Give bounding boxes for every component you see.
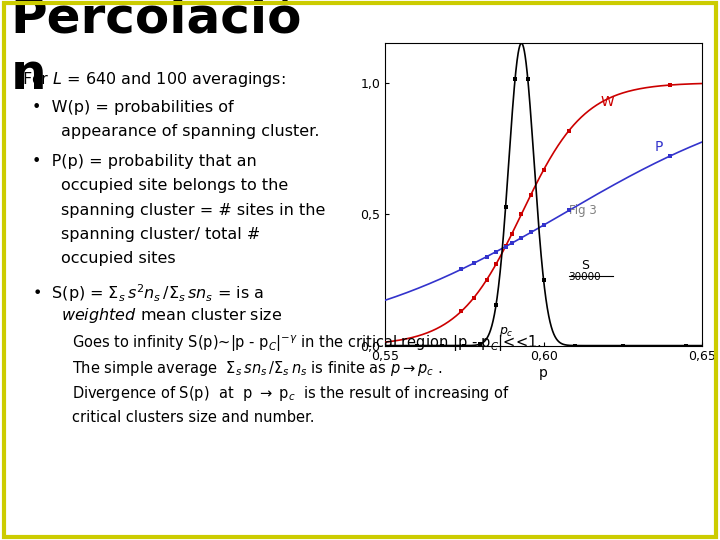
- Text: critical clusters size and number.: critical clusters size and number.: [72, 410, 315, 425]
- Text: $p_c$: $p_c$: [499, 325, 514, 339]
- Text: 30000: 30000: [569, 272, 601, 282]
- Text: •  W(p) = probabilities of: • W(p) = probabilities of: [32, 100, 234, 115]
- Text: n: n: [11, 51, 46, 99]
- Text: Divergence of S(p)  at  p $\rightarrow$ p$_c$  is the result of increasing of: Divergence of S(p) at p $\rightarrow$ p$…: [72, 384, 510, 403]
- Text: W: W: [600, 95, 614, 109]
- Text: spanning cluster/ total #: spanning cluster/ total #: [61, 227, 261, 242]
- Text: occupied sites: occupied sites: [61, 251, 176, 266]
- Text: $\mathit{weighted}$ mean cluster size: $\mathit{weighted}$ mean cluster size: [61, 306, 282, 325]
- Text: P: P: [654, 140, 663, 154]
- Text: •  S(p) = $\Sigma_s\, s^2n_s\,/\Sigma_s\, sn_s$ = is a: • S(p) = $\Sigma_s\, s^2n_s\,/\Sigma_s\,…: [32, 282, 264, 303]
- Text: For $L$ = 640 and 100 averagings:: For $L$ = 640 and 100 averagings:: [22, 70, 285, 89]
- Text: Fig 3: Fig 3: [569, 204, 597, 217]
- Text: •  P(p) = probability that an: • P(p) = probability that an: [32, 154, 257, 169]
- Text: occupied site belongs to the: occupied site belongs to the: [61, 178, 289, 193]
- Text: Percolació: Percolació: [11, 0, 302, 43]
- Text: spanning cluster = # sites in the: spanning cluster = # sites in the: [61, 202, 325, 218]
- Text: appearance of spanning cluster.: appearance of spanning cluster.: [61, 124, 320, 139]
- Text: The simple average  $\Sigma_s\, sn_s\,/\Sigma_s\, n_s$ is finite as $p \rightarr: The simple average $\Sigma_s\, sn_s\,/\S…: [72, 359, 443, 378]
- Text: Goes to infinity S(p)~|p - p$_C$|$^{-\gamma}$ in the critical region |p - p$_C$|: Goes to infinity S(p)~|p - p$_C$|$^{-\ga…: [72, 334, 542, 354]
- Text: S: S: [581, 259, 589, 272]
- X-axis label: p: p: [539, 366, 548, 380]
